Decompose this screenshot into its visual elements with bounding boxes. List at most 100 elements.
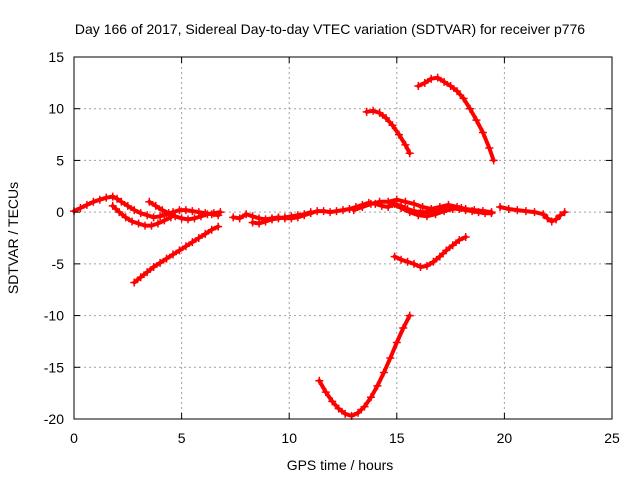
- plot-frame: [73, 56, 613, 420]
- y-tick-label: 15: [48, 49, 64, 65]
- grid-lines: [74, 57, 612, 419]
- data-point: [255, 219, 264, 228]
- data-point: [390, 252, 399, 261]
- data-point: [405, 149, 414, 158]
- data-point: [388, 121, 397, 130]
- data-point: [203, 210, 212, 219]
- data-point: [478, 128, 487, 137]
- data-point: [427, 74, 436, 83]
- data-point: [392, 195, 401, 204]
- x-tick-label: 5: [178, 430, 186, 446]
- data-point: [435, 202, 444, 211]
- data-point: [287, 212, 296, 221]
- data-point: [145, 197, 154, 206]
- data-point: [113, 194, 122, 203]
- data-point: [108, 201, 117, 210]
- data-point: [388, 199, 397, 208]
- data-point: [552, 215, 561, 224]
- data-point: [128, 217, 137, 226]
- data-point: [89, 197, 98, 206]
- data-point: [394, 130, 403, 139]
- series-track-main-e: [349, 195, 496, 217]
- data-point: [181, 206, 190, 215]
- data-point: [401, 197, 410, 206]
- y-tick-label: 5: [56, 152, 64, 168]
- data-point: [440, 77, 449, 86]
- data-point: [321, 388, 330, 397]
- series-track-high-right: [414, 73, 498, 165]
- data-point: [384, 197, 393, 206]
- data-point: [82, 200, 91, 209]
- tick-labels: 0 5 10 15 20 25 -20 -15 -10 -5 0 5 10 15: [44, 49, 620, 446]
- data-point: [134, 219, 143, 228]
- data-point: [354, 408, 363, 417]
- data-point: [153, 219, 162, 228]
- data-point: [121, 213, 130, 222]
- data-point: [459, 94, 468, 103]
- data-point: [274, 214, 283, 223]
- data-point: [382, 114, 391, 123]
- data-point: [410, 199, 419, 208]
- data-series: [70, 73, 569, 420]
- data-point: [375, 108, 384, 117]
- data-point: [485, 144, 494, 153]
- data-point: [209, 209, 218, 218]
- data-point: [149, 213, 158, 222]
- x-tick-label: 10: [281, 430, 297, 446]
- series-track: [110, 203, 173, 228]
- data-point: [369, 106, 378, 115]
- y-tick-label: -5: [52, 256, 65, 272]
- data-point: [360, 402, 369, 411]
- data-point: [414, 81, 423, 90]
- data-point: [162, 254, 171, 263]
- data-point: [431, 210, 440, 219]
- series-track-main-c: [108, 201, 175, 230]
- data-point: [229, 213, 238, 222]
- data-point: [168, 250, 177, 259]
- data-point: [293, 211, 302, 220]
- data-point: [375, 197, 384, 206]
- data-point: [147, 221, 156, 230]
- data-point: [455, 236, 464, 245]
- data-point: [470, 206, 479, 215]
- data-point: [478, 207, 487, 216]
- data-point: [446, 81, 455, 90]
- axis-ticks: [73, 56, 613, 420]
- series-track-falling-mid: [362, 106, 414, 158]
- data-point: [386, 353, 395, 362]
- data-point: [242, 210, 251, 219]
- data-point: [444, 200, 453, 209]
- data-point: [465, 104, 474, 113]
- data-point: [115, 208, 124, 217]
- data-point: [358, 202, 367, 211]
- data-point: [123, 201, 132, 210]
- chart-title: Day 166 of 2017, Sidereal Day-to-day VTE…: [75, 21, 585, 37]
- data-point: [440, 207, 449, 216]
- data-point: [194, 234, 203, 242]
- data-point: [530, 208, 539, 217]
- data-point: [397, 204, 406, 213]
- data-point: [422, 261, 431, 270]
- series-track-main-d: [248, 208, 315, 228]
- series-track-dip: [315, 311, 414, 420]
- data-point: [108, 192, 117, 201]
- data-point: [556, 211, 565, 220]
- data-point: [403, 257, 412, 266]
- data-point: [448, 205, 457, 214]
- data-point: [416, 262, 425, 271]
- data-point: [379, 368, 388, 377]
- data-point: [453, 87, 462, 96]
- data-point: [194, 208, 203, 217]
- data-point: [177, 214, 186, 223]
- data-point: [102, 193, 111, 202]
- data-point: [435, 252, 444, 261]
- x-tick-label: 25: [604, 430, 620, 446]
- data-point: [433, 73, 442, 82]
- data-point: [143, 268, 152, 277]
- series-track-rising-left: [130, 222, 223, 287]
- data-point: [513, 206, 522, 215]
- data-point: [496, 202, 505, 211]
- data-point: [280, 213, 289, 222]
- x-tick-label: 20: [497, 430, 513, 446]
